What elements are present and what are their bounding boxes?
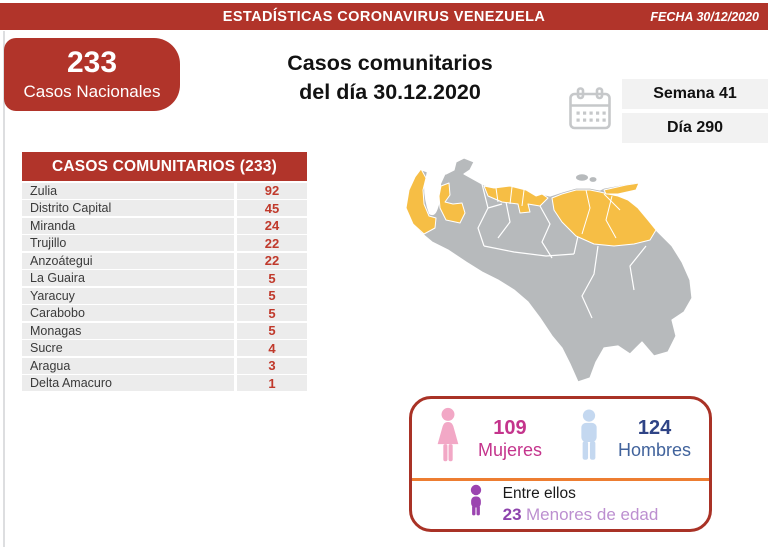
- minors-line: 23 Menores de edad: [503, 504, 659, 526]
- map-region-east: [551, 189, 657, 247]
- map-region-central-coast: [483, 185, 549, 214]
- table-row: Delta Amacuro 1: [22, 375, 307, 392]
- state-name: La Guaira: [22, 270, 234, 287]
- men-count: 124: [637, 416, 672, 439]
- case-count: 5: [237, 305, 307, 322]
- top-bar: ESTADÍSTICAS CORONAVIRUS VENEZUELA FECHA…: [0, 3, 768, 30]
- case-count: 5: [237, 270, 307, 287]
- man-icon: [572, 406, 606, 471]
- state-name: Yaracuy: [22, 287, 234, 304]
- page-title: ESTADÍSTICAS CORONAVIRUS VENEZUELA: [222, 8, 546, 25]
- state-name: Aragua: [22, 357, 234, 374]
- state-name: Monagas: [22, 322, 234, 339]
- state-name: Delta Amacuro: [22, 375, 234, 392]
- orange-divider: [412, 478, 709, 481]
- main-title-line1: Casos comunitarios: [287, 51, 493, 75]
- table-row: Carabobo 5: [22, 305, 307, 322]
- table-row: Miranda 24: [22, 217, 307, 234]
- table-row: Sucre 4: [22, 340, 307, 357]
- minors-intro: Entre ellos: [502, 485, 576, 503]
- state-name: Trujillo: [22, 235, 234, 252]
- date-label: FECHA 30/12/2020: [650, 9, 759, 24]
- main-title: Casos comunitarios del día 30.12.2020: [238, 49, 542, 106]
- women-label: Mujeres: [477, 439, 542, 460]
- map-region-zulia: [405, 168, 437, 235]
- women-count: 109: [493, 416, 527, 439]
- table-row: Zulia 92: [22, 183, 307, 199]
- men-group: 124 Hombres: [572, 406, 691, 471]
- week-badge: Semana 41: [622, 79, 768, 109]
- case-count: 22: [237, 252, 307, 269]
- map-region-trujillo: [438, 182, 466, 224]
- case-count: 22: [237, 235, 307, 252]
- state-name: Anzoátegui: [22, 252, 234, 269]
- table-row: La Guaira 5: [22, 270, 307, 287]
- table-row: Anzoátegui 22: [22, 252, 307, 269]
- state-name: Zulia: [22, 183, 234, 199]
- state-name: Miranda: [22, 217, 234, 234]
- case-count: 4: [237, 340, 307, 357]
- child-icon: [463, 483, 489, 528]
- table-row: Aragua 3: [22, 357, 307, 374]
- gender-section: 109 Mujeres 124 Hombres: [412, 399, 709, 478]
- venezuela-map: [390, 150, 720, 390]
- case-count: 45: [237, 200, 307, 217]
- minors-count: 23: [502, 504, 522, 524]
- table-row: Distrito Capital 45: [22, 200, 307, 217]
- table-row: Monagas 5: [22, 322, 307, 339]
- slide-edge-line: [3, 31, 5, 547]
- case-count: 92: [237, 183, 307, 199]
- case-count: 5: [237, 287, 307, 304]
- case-count: 5: [237, 322, 307, 339]
- state-name: Distrito Capital: [22, 200, 234, 217]
- community-cases-table: CASOS COMUNITARIOS (233) Zulia 92 Distrit…: [22, 152, 307, 393]
- national-cases-count: 233: [66, 46, 118, 80]
- women-group: 109 Mujeres: [430, 406, 542, 471]
- table-body: Zulia 92 Distrito Capital 45 Miranda 24 Tru…: [22, 183, 307, 392]
- main-title-line2: del día 30.12.2020: [299, 79, 481, 104]
- table-row: Trujillo 22: [22, 235, 307, 252]
- national-cases-label: Casos Nacionales: [23, 81, 161, 101]
- minors-section: Entre ellos 23 Menores de edad: [412, 481, 709, 529]
- table-row: Yaracuy 5: [22, 287, 307, 304]
- case-count: 1: [237, 375, 307, 392]
- case-count: 24: [237, 217, 307, 234]
- calendar-icon: [566, 85, 614, 135]
- national-cases-box: 233 Casos Nacionales: [4, 38, 180, 111]
- table-header: CASOS COMUNITARIOS (233): [22, 152, 307, 181]
- day-badge: Día 290: [622, 113, 768, 143]
- state-name: Carabobo: [22, 305, 234, 322]
- woman-icon: [430, 406, 466, 471]
- state-name: Sucre: [22, 340, 234, 357]
- map-region-paria: [603, 182, 640, 195]
- minors-label: Menores de edad: [526, 504, 659, 524]
- demographics-box: 109 Mujeres 124 Hombres: [409, 396, 712, 532]
- case-count: 3: [237, 357, 307, 374]
- men-label: Hombres: [618, 439, 692, 460]
